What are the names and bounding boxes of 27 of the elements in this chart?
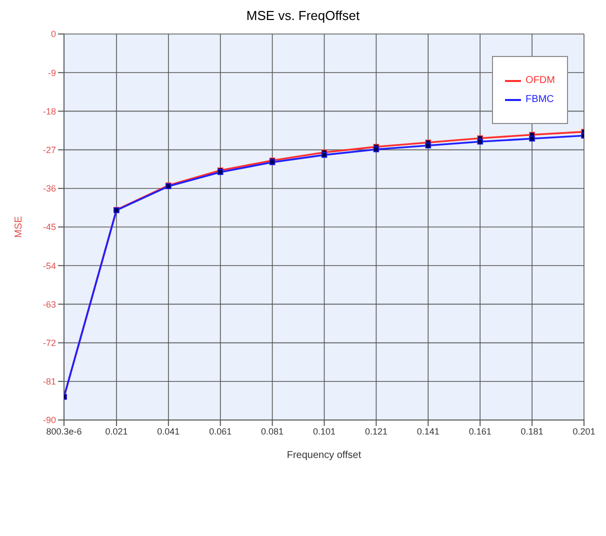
y-tick-label: -81 — [42, 376, 56, 387]
y-tick-label: -18 — [42, 106, 56, 116]
x-tick-label: 0.061 — [209, 426, 232, 436]
x-tick-label: 800.3e-6 — [46, 426, 82, 436]
x-tick-label: 0.181 — [520, 426, 544, 436]
legend-label: OFDM — [526, 75, 555, 86]
x-tick-label: 0.121 — [364, 426, 388, 436]
y-tick-label: -36 — [42, 184, 56, 194]
x-tick-label: 0.041 — [157, 426, 180, 436]
y-tick-label: -9 — [48, 68, 56, 78]
y-axis-title: MSE — [14, 216, 25, 238]
x-tick-label: 0.201 — [572, 426, 596, 436]
y-tick-label: -27 — [42, 144, 56, 155]
y-tick-label: 0 — [50, 29, 56, 40]
y-tick-label: -72 — [42, 338, 56, 348]
y-tick-label: -90 — [42, 415, 56, 426]
chart-title: MSE vs. FreqOffset — [245, 8, 361, 25]
x-tick-label: 0.141 — [416, 426, 440, 436]
y-tick-label: -63 — [42, 299, 56, 310]
y-tick-label: -45 — [42, 222, 56, 232]
y-tick-label: -54 — [42, 260, 56, 271]
x-tick-label: 0.161 — [468, 426, 492, 436]
x-tick-label: 0.081 — [261, 426, 284, 436]
x-axis-title: Frequency offset — [286, 450, 362, 461]
x-tick-label: 0.101 — [312, 426, 336, 436]
x-tick-label: 0.021 — [105, 426, 128, 436]
legend-label: FBMC — [526, 94, 554, 105]
